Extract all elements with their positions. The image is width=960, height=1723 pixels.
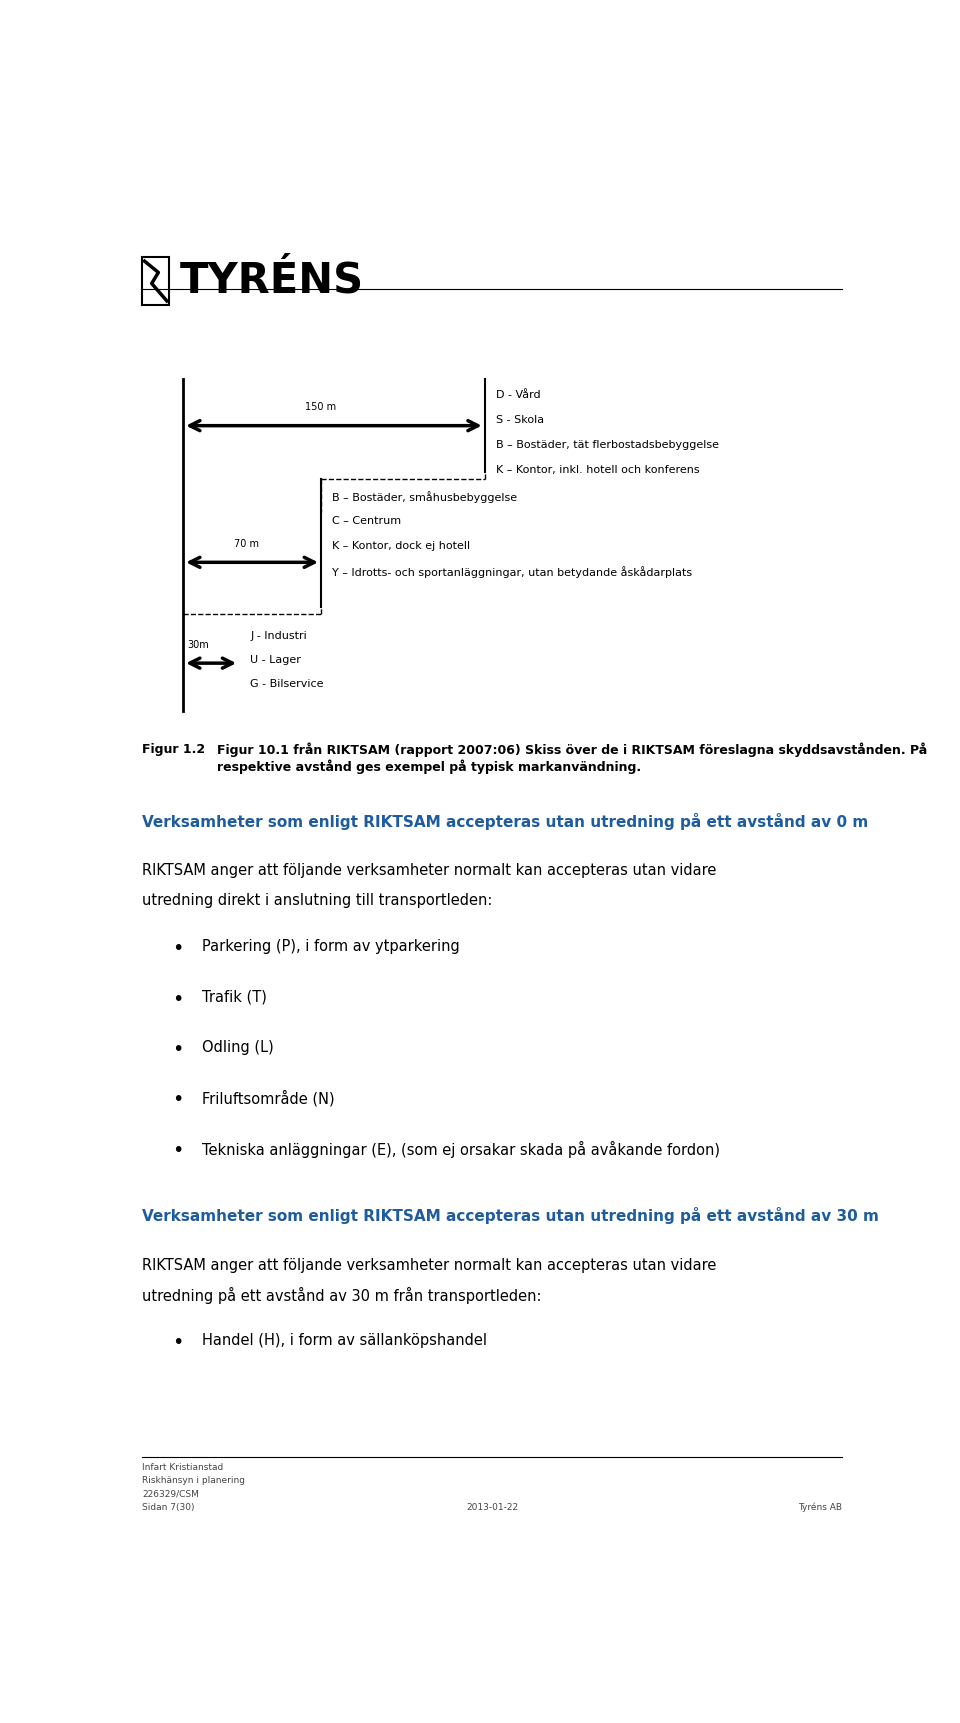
Text: J - Industri: J - Industri [251,631,307,641]
Text: •: • [172,1141,183,1160]
Text: Riskhänsyn i planering: Riskhänsyn i planering [142,1477,246,1485]
Text: Parkering (P), i form av ytparkering: Parkering (P), i form av ytparkering [202,939,460,955]
Text: 70 m: 70 m [234,539,259,550]
Text: K – Kontor, dock ej hotell: K – Kontor, dock ej hotell [332,541,470,551]
Text: Sidan 7(30): Sidan 7(30) [142,1502,195,1513]
Text: D - Vård: D - Vård [495,389,540,400]
Text: •: • [172,939,183,958]
Text: B – Bostäder, småhusbebyggelse: B – Bostäder, småhusbebyggelse [332,491,517,503]
Text: 2013-01-22: 2013-01-22 [466,1502,518,1513]
Text: Figur 10.1 från RIKTSAM (rapport 2007:06) Skiss över de i RIKTSAM föreslagna sky: Figur 10.1 från RIKTSAM (rapport 2007:06… [217,743,927,774]
Text: Friluftsområde (N): Friluftsområde (N) [202,1091,334,1106]
Text: 150 m: 150 m [305,403,336,412]
Text: Figur 1.2: Figur 1.2 [142,743,205,756]
Text: •: • [172,1041,183,1060]
Text: RIKTSAM anger att följande verksamheter normalt kan accepteras utan vidare: RIKTSAM anger att följande verksamheter … [142,1258,717,1273]
Text: Infart Kristianstad: Infart Kristianstad [142,1463,224,1471]
Text: •: • [172,1091,183,1110]
Text: TYRÉNS: TYRÉNS [180,258,364,302]
Text: utredning på ett avstånd av 30 m från transportleden:: utredning på ett avstånd av 30 m från tr… [142,1287,541,1304]
Text: Verksamheter som enligt RIKTSAM accepteras utan utredning på ett avstånd av 30 m: Verksamheter som enligt RIKTSAM accepter… [142,1208,879,1223]
Text: K – Kontor, inkl. hotell och konferens: K – Kontor, inkl. hotell och konferens [495,465,699,476]
Text: RIKTSAM anger att följande verksamheter normalt kan accepteras utan vidare: RIKTSAM anger att följande verksamheter … [142,863,717,879]
Text: Tekniska anläggningar (E), (som ej orsakar skada på avåkande fordon): Tekniska anläggningar (E), (som ej orsak… [202,1141,720,1158]
Text: •: • [172,989,183,1008]
Bar [142,257,169,305]
Text: B – Bostäder, tät flerbostadsbebyggelse: B – Bostäder, tät flerbostadsbebyggelse [495,441,719,450]
Text: U - Lager: U - Lager [251,655,301,665]
Text: •: • [172,1334,183,1353]
Text: Verksamheter som enligt RIKTSAM accepteras utan utredning på ett avstånd av 0 m: Verksamheter som enligt RIKTSAM accepter… [142,813,869,830]
Text: Tyréns AB: Tyréns AB [798,1502,842,1513]
Text: S - Skola: S - Skola [495,415,544,426]
Text: C – Centrum: C – Centrum [332,515,401,526]
Text: 30m: 30m [187,639,208,650]
Text: Handel (H), i form av sällanköpshandel: Handel (H), i form av sällanköpshandel [202,1334,487,1347]
Text: utredning direkt i anslutning till transportleden:: utredning direkt i anslutning till trans… [142,893,492,908]
Text: Trafik (T): Trafik (T) [202,989,267,1005]
Text: Y – Idrotts- och sportanläggningar, utan betydande åskådarplats: Y – Idrotts- och sportanläggningar, utan… [332,567,692,579]
Text: 226329/CSM: 226329/CSM [142,1490,199,1499]
Text: Odling (L): Odling (L) [202,1041,274,1054]
Text: G - Bilservice: G - Bilservice [251,679,324,689]
